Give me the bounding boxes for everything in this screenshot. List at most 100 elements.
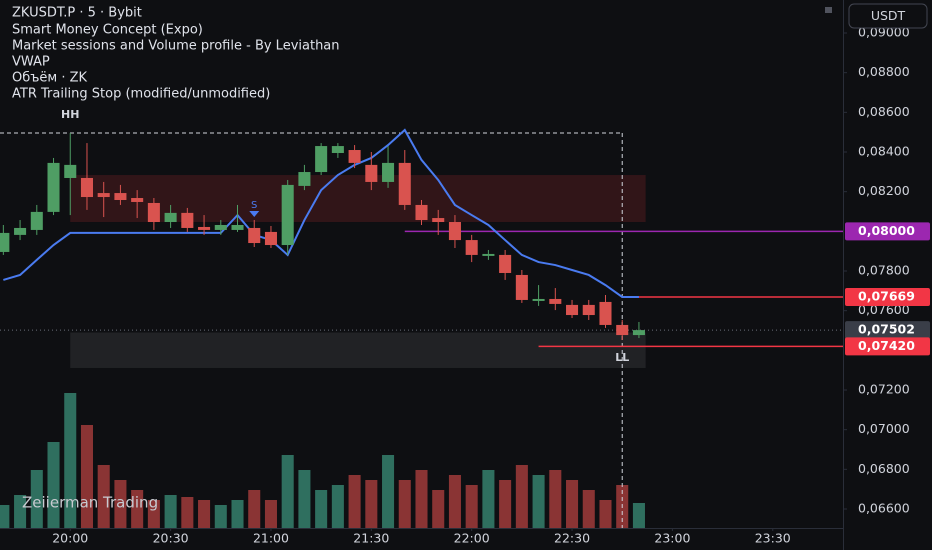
- y-tick-label: 0,07200: [858, 382, 910, 397]
- volume-bar: [448, 475, 461, 528]
- volume-bar: [415, 470, 428, 528]
- candle-body: [515, 274, 528, 300]
- y-tick-label: 0,07000: [858, 421, 910, 436]
- y-tick-label: 0,08200: [858, 183, 910, 198]
- candle-body: [549, 298, 562, 304]
- volume-bar: [248, 490, 261, 528]
- price-label: 0,07420: [858, 338, 915, 353]
- candle-body: [97, 193, 110, 198]
- candle-body: [64, 164, 77, 178]
- volume-bar: [231, 500, 244, 528]
- y-tick-label: 0,08400: [858, 144, 910, 159]
- candle-body: [599, 301, 612, 325]
- volume-bar: [281, 455, 294, 528]
- volume-bar: [331, 485, 344, 528]
- candle-body: [30, 211, 43, 230]
- signal-marker: [249, 210, 260, 217]
- price-label: 0,07502: [858, 322, 915, 337]
- signal-label: S: [251, 200, 257, 211]
- candle-body: [348, 150, 361, 163]
- volume-bar: [432, 490, 445, 528]
- indicator-label: Market sessions and Volume profile - By …: [12, 39, 340, 54]
- volume-bar: [264, 500, 277, 528]
- price-label-box: [845, 287, 930, 306]
- candle-body: [365, 164, 378, 182]
- volume-bar: [566, 480, 579, 528]
- volume-bar: [549, 470, 562, 528]
- x-tick-label: 21:30: [353, 531, 389, 546]
- indicator-label: ATR Trailing Stop (modified/unmodified): [12, 87, 270, 102]
- candle-body: [281, 184, 294, 246]
- x-tick-label: 22:30: [554, 531, 590, 546]
- volume-bar: [97, 465, 110, 528]
- candle-body: [198, 226, 211, 230]
- volume-bar: [30, 470, 43, 528]
- y-tick-label: 0,07800: [858, 263, 910, 278]
- price-label: 0,08000: [858, 223, 915, 238]
- candle-body: [382, 162, 395, 182]
- price-label-box: [845, 222, 930, 241]
- volume-bar: [532, 475, 545, 528]
- candle-body: [616, 324, 629, 336]
- x-tick-label: 20:30: [153, 531, 189, 546]
- price-label-box: [845, 337, 930, 356]
- currency-button[interactable]: [848, 3, 928, 29]
- volume-bar: [131, 490, 144, 528]
- x-tick-label: 20:00: [52, 531, 88, 546]
- volume-bar: [181, 497, 194, 528]
- candle-body: [298, 172, 311, 186]
- x-tick-label: 23:30: [755, 531, 791, 546]
- x-tick-label: 22:00: [454, 531, 490, 546]
- indicator-label: VWAP: [12, 55, 50, 70]
- zone: [70, 332, 646, 368]
- candle-body: [164, 212, 177, 223]
- volume-bar: [348, 475, 361, 528]
- candle-body: [131, 198, 144, 202]
- volume-bar: [164, 495, 177, 528]
- candle-body: [632, 330, 645, 336]
- y-tick-label: 0,06800: [858, 461, 910, 476]
- indicator-label: Объём · ZK: [12, 71, 88, 86]
- volume-bar: [398, 480, 411, 528]
- y-tick-label: 0,08600: [858, 104, 910, 119]
- symbol-title: ZKUSDT.P · 5 · Bybit: [12, 6, 142, 21]
- volume-bar: [298, 470, 311, 528]
- volume-bar: [114, 480, 127, 528]
- candle-body: [0, 232, 10, 252]
- x-tick-label: 21:00: [253, 531, 289, 546]
- volume-bar: [0, 505, 10, 528]
- y-tick-label: 0,06600: [858, 500, 910, 515]
- volume-bar: [198, 500, 211, 528]
- candle-body: [231, 224, 244, 230]
- candle-body: [398, 162, 411, 205]
- volume-bar: [582, 490, 595, 528]
- candle-body: [181, 212, 194, 228]
- volume-bar: [382, 455, 395, 528]
- candle-body: [566, 304, 579, 316]
- candle-body: [482, 253, 495, 256]
- volume-bar: [47, 442, 60, 528]
- volume-bar: [632, 503, 645, 528]
- candle-body: [315, 146, 328, 173]
- candle-body: [214, 224, 227, 230]
- currency-label: USDT: [871, 8, 906, 23]
- candle-body: [248, 227, 261, 244]
- y-tick-label: 0,08800: [858, 64, 910, 79]
- marker-label: LL: [615, 351, 629, 364]
- candle-body: [499, 254, 512, 273]
- volume-bar: [14, 495, 27, 528]
- watermark: Zeiierman Trading: [22, 494, 158, 512]
- atr-stop-line: [3, 128, 639, 298]
- volume-bar: [80, 425, 93, 528]
- marker-label: HH: [61, 108, 79, 121]
- candle-body: [415, 204, 428, 221]
- volume-bar: [64, 393, 77, 528]
- menu-icon[interactable]: [825, 7, 832, 13]
- volume-bar: [482, 470, 495, 528]
- volume-bar: [147, 500, 160, 528]
- candle-body: [432, 218, 445, 223]
- candle-body: [448, 222, 461, 241]
- volume-bar: [465, 485, 478, 528]
- candle-body: [14, 227, 27, 235]
